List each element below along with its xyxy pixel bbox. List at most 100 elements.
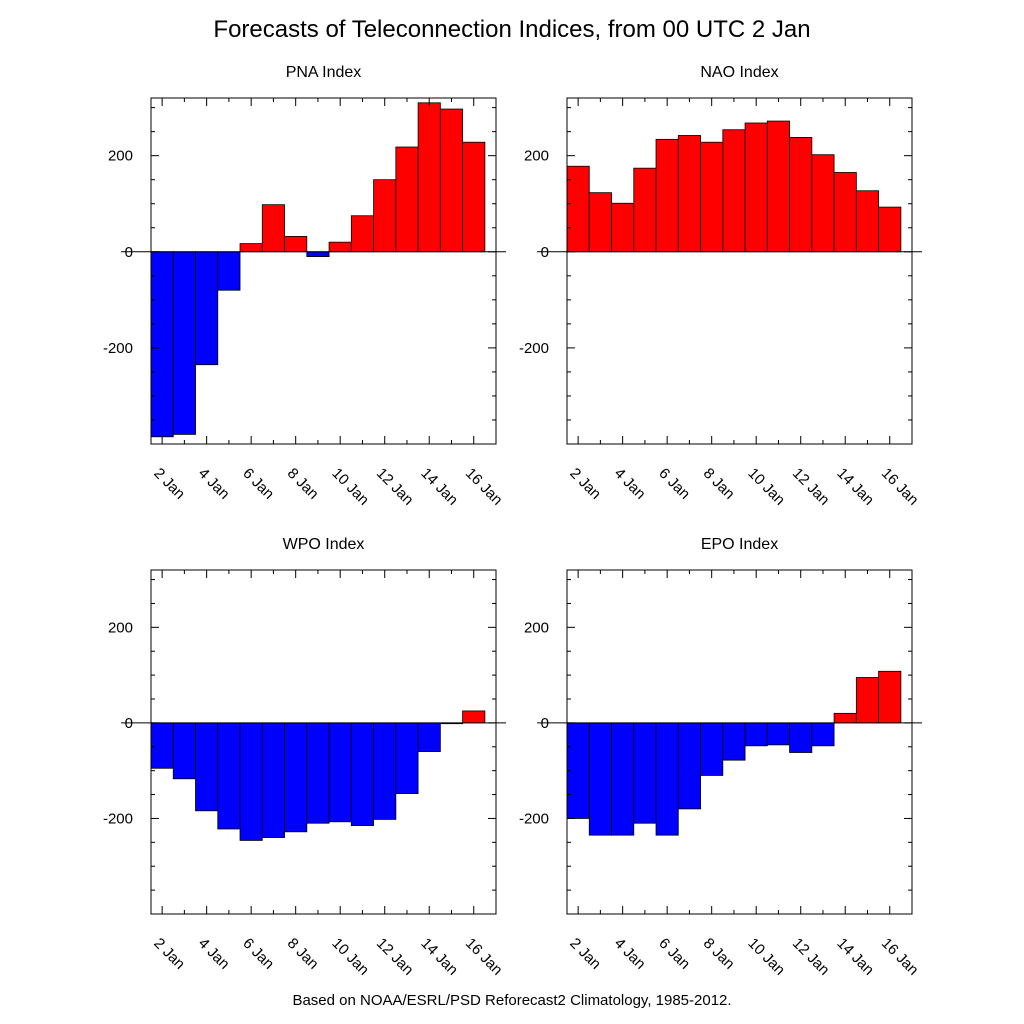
nao-ytick-label: 0 xyxy=(541,244,549,261)
epo-bar xyxy=(789,722,813,753)
epo-bar xyxy=(878,670,902,724)
wpo-bar xyxy=(284,722,308,833)
epo-bar xyxy=(811,722,835,747)
pna-bar xyxy=(150,251,174,438)
epo-bar xyxy=(633,722,657,824)
epo-ytick-label: -200 xyxy=(519,810,549,827)
wpo-bar xyxy=(373,722,397,820)
nao-xtick-label: 4 Jan xyxy=(611,465,649,503)
wpo-xtick-label: 6 Jan xyxy=(239,935,277,973)
wpo-xtick-label: 16 Jan xyxy=(462,935,506,979)
nao-bar xyxy=(766,120,790,253)
epo-bar xyxy=(588,722,612,836)
nao-plot-frame xyxy=(566,97,913,445)
epo-xtick-label: 2 Jan xyxy=(566,935,604,973)
pna-bar xyxy=(439,108,464,253)
nao-bar xyxy=(878,206,902,253)
nao-bar xyxy=(789,137,813,253)
pna-panel-title: PNA Index xyxy=(286,64,362,81)
epo-panel: EPO Index 200 0 -200 2 Jan 4 Jan 6 Jan 8 Jan 10 … xyxy=(519,536,922,979)
nao-xtick-label: 6 Jan xyxy=(655,465,693,503)
epo-bar xyxy=(833,712,857,724)
nao-ytick-label: -200 xyxy=(519,340,549,357)
nao-bar xyxy=(833,172,857,253)
nao-bar xyxy=(677,135,701,253)
pna-xtick-label: 10 Jan xyxy=(328,465,372,509)
epo-bar xyxy=(855,677,880,724)
epo-bar xyxy=(700,722,724,776)
pna-panel: PNA Index 200 0 -200 2 Jan 4 Jan 6 Jan 8 Jan 10 … xyxy=(103,64,506,509)
nao-bar xyxy=(722,129,746,253)
epo-plot-frame xyxy=(566,569,913,915)
wpo-bar xyxy=(172,722,196,780)
pna-xtick-label: 12 Jan xyxy=(373,465,417,509)
wpo-bar xyxy=(306,722,330,824)
nao-bar xyxy=(700,141,724,253)
pna-xtick-label: 2 Jan xyxy=(150,465,188,503)
figure-footnote: Based on NOAA/ESRL/PSD Reforecast2 Clima… xyxy=(292,992,732,1009)
pna-bar xyxy=(217,251,241,291)
wpo-bar xyxy=(328,722,352,823)
pna-ytick-label: 0 xyxy=(125,244,133,261)
wpo-bar xyxy=(150,722,174,769)
epo-bar xyxy=(722,722,746,761)
wpo-ytick-label: 0 xyxy=(125,715,133,732)
epo-ytick-label: 200 xyxy=(524,619,549,636)
wpo-ytick-label: 200 xyxy=(108,619,133,636)
nao-xtick-label: 12 Jan xyxy=(789,465,833,509)
pna-ytick-label: 200 xyxy=(108,148,133,165)
pna-bar xyxy=(172,251,196,435)
wpo-bar xyxy=(395,722,419,795)
pna-plot-frame xyxy=(150,97,497,445)
epo-bar xyxy=(677,722,701,810)
wpo-ytick-label: -200 xyxy=(103,810,133,827)
pna-xtick-label: 16 Jan xyxy=(462,465,506,509)
wpo-xtick-label: 4 Jan xyxy=(195,935,233,973)
pna-bar xyxy=(373,179,397,253)
epo-xtick-label: 14 Jan xyxy=(833,935,877,979)
nao-bar xyxy=(655,138,679,253)
pna-bar xyxy=(395,146,419,253)
epo-xtick-label: 16 Jan xyxy=(878,935,922,979)
wpo-xtick-label: 8 Jan xyxy=(284,935,322,973)
nao-bar xyxy=(744,122,768,253)
wpo-xtick-label: 14 Jan xyxy=(417,935,461,979)
wpo-xtick-label: 2 Jan xyxy=(150,935,188,973)
wpo-bar xyxy=(195,722,219,812)
wpo-bar xyxy=(217,722,241,830)
wpo-bar xyxy=(417,722,441,752)
pna-xtick-label: 14 Jan xyxy=(417,465,461,509)
epo-xtick-label: 12 Jan xyxy=(789,935,833,979)
pna-bar xyxy=(306,251,330,257)
pna-bar xyxy=(195,251,219,366)
pna-xtick-label: 4 Jan xyxy=(195,465,233,503)
pna-bar xyxy=(261,204,285,253)
epo-xtick-label: 8 Jan xyxy=(700,935,738,973)
epo-panel-title: EPO Index xyxy=(701,536,778,553)
nao-bar xyxy=(566,165,590,253)
nao-xtick-label: 10 Jan xyxy=(744,465,788,509)
pna-bar xyxy=(417,102,441,253)
nao-bar xyxy=(811,154,835,253)
epo-ytick-label: 0 xyxy=(541,715,549,732)
nao-panel: NAO Index 200 0 -200 2 Jan 4 Jan 6 Jan 8 Jan 10 … xyxy=(519,64,922,509)
nao-bar xyxy=(611,202,635,253)
wpo-bar xyxy=(239,722,263,841)
wpo-bar xyxy=(462,710,486,724)
nao-bar xyxy=(855,190,880,253)
pna-bar xyxy=(284,235,308,253)
pna-ytick-label: -200 xyxy=(103,340,133,357)
pna-bar xyxy=(239,243,263,253)
figure-title: Forecasts of Teleconnection Indices, fro… xyxy=(213,16,811,43)
epo-xtick-label: 4 Jan xyxy=(611,935,649,973)
pna-xtick-label: 6 Jan xyxy=(239,465,277,503)
wpo-xtick-label: 10 Jan xyxy=(328,935,372,979)
epo-xtick-label: 6 Jan xyxy=(655,935,693,973)
nao-bar xyxy=(588,192,612,253)
nao-xtick-label: 2 Jan xyxy=(566,465,604,503)
wpo-bar xyxy=(261,722,285,838)
nao-bar xyxy=(633,167,657,253)
nao-ytick-label: 200 xyxy=(524,148,549,165)
nao-xtick-label: 16 Jan xyxy=(878,465,922,509)
